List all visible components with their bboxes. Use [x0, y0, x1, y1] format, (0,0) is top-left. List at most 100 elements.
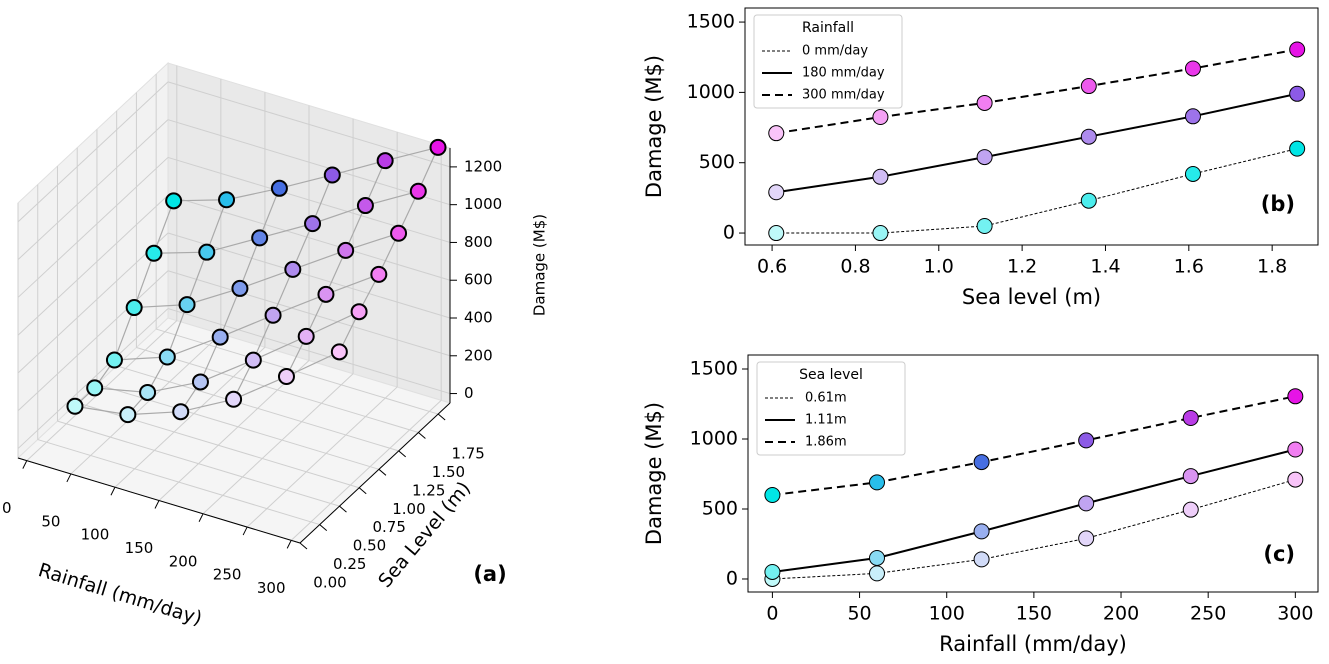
tick-mark — [110, 486, 116, 496]
legend-label: 0.61m — [805, 391, 847, 406]
legend-box — [753, 14, 903, 109]
marker — [1080, 128, 1097, 145]
marker — [768, 184, 785, 201]
grid-line — [70, 333, 222, 475]
line — [772, 479, 1296, 580]
marker — [764, 563, 781, 580]
panel-label: (c) — [1263, 542, 1295, 566]
marker — [1289, 140, 1306, 157]
data-point — [323, 166, 341, 184]
axis-line — [299, 402, 451, 544]
legend-label: 1.86m — [805, 435, 847, 450]
axis-line — [17, 457, 301, 544]
grid-line — [167, 119, 451, 206]
grid-line — [17, 232, 169, 374]
tick-mark — [242, 526, 248, 536]
data-point — [158, 348, 176, 366]
y-tick-label: 1500 — [687, 11, 735, 33]
z-tick-label: 0 — [464, 384, 474, 402]
grid-line — [167, 194, 451, 281]
marker — [973, 454, 990, 471]
tick-mark — [66, 473, 72, 483]
data-point — [178, 296, 196, 314]
legend-title: Rainfall — [802, 20, 854, 36]
grid-line — [17, 270, 169, 412]
data-point — [198, 243, 216, 261]
grid-line — [17, 194, 169, 336]
y-tick-label: 0.25 — [333, 555, 366, 573]
y-tick-label: 0 — [723, 222, 735, 244]
x-tick-label: 1.6 — [1174, 256, 1204, 278]
marker — [976, 218, 993, 235]
data-point — [66, 397, 84, 415]
data-point — [125, 299, 143, 317]
x-tick-label: 250 — [213, 566, 242, 584]
z-tick-label: 800 — [464, 233, 493, 251]
z-tick-label: 200 — [464, 346, 493, 364]
x-tick-label: 200 — [1103, 603, 1139, 625]
data-point — [211, 328, 229, 346]
z-tick-label: 1200 — [464, 157, 502, 175]
data-point — [225, 390, 243, 408]
grid-line — [167, 308, 451, 395]
marker — [976, 149, 993, 166]
marker — [973, 523, 990, 540]
y-tick-label: 0 — [726, 567, 738, 589]
data-point — [284, 260, 302, 278]
surface-mesh — [173, 146, 439, 202]
x-tick-label: 150 — [125, 539, 154, 557]
grid-line — [246, 386, 398, 528]
line — [772, 448, 1296, 573]
legend-title: Sea level — [799, 367, 863, 383]
y-tick-label: 0.00 — [313, 574, 346, 592]
marker — [1184, 165, 1201, 182]
tick-mark — [198, 513, 204, 523]
y-tick-label: 1000 — [690, 427, 738, 449]
x-tick-label: 50 — [41, 512, 60, 530]
marker — [976, 94, 993, 111]
surface-mesh — [153, 190, 419, 254]
x-tick-label: 100 — [81, 526, 110, 544]
surface-mesh — [74, 351, 340, 416]
grid-line — [114, 346, 266, 488]
data-point — [231, 279, 249, 297]
legend-box — [756, 361, 906, 456]
data-point — [356, 197, 374, 215]
data-point — [119, 406, 137, 424]
marker — [1080, 192, 1097, 209]
data-point — [390, 224, 408, 242]
data-point — [277, 368, 295, 386]
data-point — [409, 182, 427, 200]
surface-mesh — [94, 311, 360, 394]
data-point — [350, 303, 368, 321]
data-point — [244, 351, 262, 369]
x-axis-label: Rainfall (mm/day) — [939, 632, 1127, 656]
marker — [1287, 441, 1304, 458]
data-point — [376, 152, 394, 170]
marker — [1078, 530, 1095, 547]
x-tick-label: 200 — [169, 552, 198, 570]
data-point — [172, 403, 190, 421]
data-point — [337, 241, 355, 259]
plot-frame — [747, 354, 1319, 593]
line — [776, 92, 1298, 194]
marker — [1078, 432, 1095, 449]
data-point — [218, 191, 236, 209]
y-axis-label: Damage (M$) — [642, 55, 666, 198]
x-tick-label: 300 — [1277, 603, 1313, 625]
marker — [1184, 108, 1201, 125]
marker — [768, 225, 785, 242]
x-tick-label: 300 — [257, 579, 286, 597]
data-point — [191, 373, 209, 391]
marker — [1287, 471, 1304, 488]
data-point — [139, 383, 157, 401]
marker — [872, 109, 889, 126]
marker — [1182, 409, 1199, 426]
marker — [1182, 468, 1199, 485]
x-tick-label: 1.4 — [1090, 256, 1120, 278]
data-point — [370, 265, 388, 283]
grid-line — [116, 365, 399, 452]
marker — [973, 551, 990, 568]
y-tick-label: 1.75 — [451, 445, 484, 463]
marker — [764, 486, 781, 503]
